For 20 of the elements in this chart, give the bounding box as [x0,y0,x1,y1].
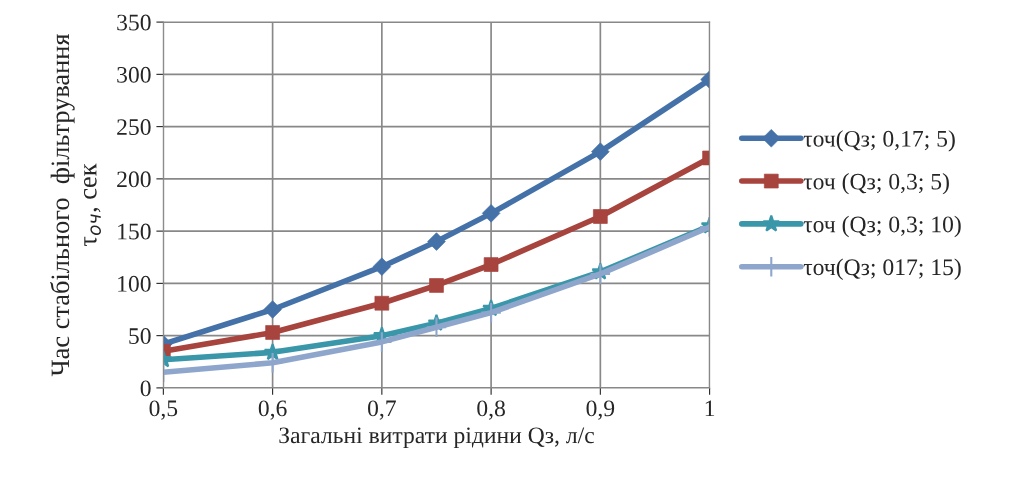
y-tick-label: 150 [118,223,151,240]
x-tick-label: 0,7 [368,400,396,420]
y-tick-label: 50 [129,328,151,345]
x-tick-label: 0,9 [586,400,615,420]
x-tick-label: 0,6 [258,400,287,420]
y-tick-label: 0 [140,380,151,397]
x-tick-label: 0,8 [477,400,505,420]
x-tick-label: 1 [705,400,715,417]
legend-label: τоч (Qз; 0,3; 10) [803,215,961,238]
y-tick-label: 350 [117,14,151,31]
y-tick-label: 300 [117,66,151,83]
legend-label: τоч(Qз; 017; 15) [803,258,961,280]
x-axis-title: Загальні витрати рідини Qз, л/с [279,427,594,449]
y-axis-title: Час стабільного фільтрування τ$_{оч}$, сек [50,33,101,377]
legend-label: τоч(Qз; 0,17; 5) [803,130,955,152]
legend-label: τоч (Qз; 0,3; 5) [803,172,949,195]
y-tick-label: 200 [117,171,151,188]
y-tick-label: 250 [117,119,151,136]
y-tick-label: 100 [118,275,151,292]
x-tick-label: 0,5 [149,400,178,420]
